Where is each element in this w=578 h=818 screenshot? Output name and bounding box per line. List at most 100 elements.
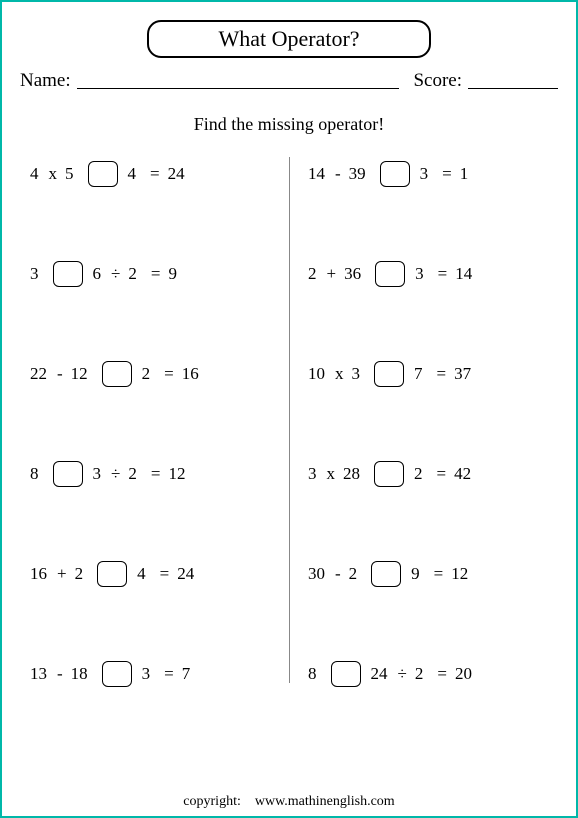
operator-box[interactable] bbox=[102, 661, 132, 687]
operator: - bbox=[335, 564, 341, 584]
number: 14 bbox=[455, 264, 472, 284]
number: 3 bbox=[30, 264, 39, 284]
number: 24 bbox=[177, 564, 194, 584]
number: 7 bbox=[182, 664, 191, 684]
equals-sign: = bbox=[164, 364, 174, 384]
number: 16 bbox=[182, 364, 199, 384]
number: 10 bbox=[308, 364, 325, 384]
operator: ÷ bbox=[111, 464, 120, 484]
operator-box[interactable] bbox=[88, 161, 118, 187]
number: 18 bbox=[71, 664, 88, 684]
operator-box[interactable] bbox=[102, 361, 132, 387]
number: 24 bbox=[168, 164, 185, 184]
number: 2 bbox=[75, 564, 84, 584]
problem-row: 4x54=24 bbox=[30, 161, 270, 187]
number: 14 bbox=[308, 164, 325, 184]
copyright-label: copyright: bbox=[183, 794, 241, 809]
number: 13 bbox=[30, 664, 47, 684]
operator: ÷ bbox=[398, 664, 407, 684]
problem-row: 3x282=42 bbox=[308, 461, 548, 487]
number: 3 bbox=[93, 464, 102, 484]
operator: - bbox=[57, 364, 63, 384]
operator-box[interactable] bbox=[374, 461, 404, 487]
number: 4 bbox=[137, 564, 146, 584]
operator: - bbox=[57, 664, 63, 684]
problem-row: 16+24=24 bbox=[30, 561, 270, 587]
number: 9 bbox=[411, 564, 420, 584]
operator-box[interactable] bbox=[374, 361, 404, 387]
worksheet-title: What Operator? bbox=[147, 20, 431, 58]
problem-row: 13-183=7 bbox=[30, 661, 270, 687]
problem-row: 30-29=12 bbox=[308, 561, 548, 587]
number: 2 bbox=[128, 464, 137, 484]
operator-box[interactable] bbox=[97, 561, 127, 587]
right-column: 14-393=12+363=1410x37=373x282=4230-29=12… bbox=[308, 153, 548, 687]
equals-sign: = bbox=[437, 664, 447, 684]
operator-box[interactable] bbox=[371, 561, 401, 587]
work-area: 4x54=2436÷2=922-122=1683÷2=1216+24=2413-… bbox=[20, 153, 558, 687]
operator-box[interactable] bbox=[331, 661, 361, 687]
number: 5 bbox=[65, 164, 74, 184]
operator: x bbox=[327, 464, 336, 484]
operator: x bbox=[49, 164, 58, 184]
equals-sign: = bbox=[442, 164, 452, 184]
number: 2 bbox=[414, 464, 423, 484]
equals-sign: = bbox=[164, 664, 174, 684]
left-column: 4x54=2436÷2=922-122=1683÷2=1216+24=2413-… bbox=[30, 153, 270, 687]
number: 1 bbox=[460, 164, 469, 184]
number: 2 bbox=[415, 664, 424, 684]
score-label: Score: bbox=[413, 70, 462, 92]
number: 37 bbox=[454, 364, 471, 384]
operator-box[interactable] bbox=[375, 261, 405, 287]
operator: - bbox=[335, 164, 341, 184]
operator: + bbox=[57, 564, 67, 584]
equals-sign: = bbox=[438, 264, 448, 284]
equals-sign: = bbox=[150, 164, 160, 184]
operator: + bbox=[327, 264, 337, 284]
problem-row: 2 +36 3 = 14 bbox=[308, 261, 548, 287]
number: 8 bbox=[30, 464, 39, 484]
number: 6 bbox=[93, 264, 102, 284]
number: 12 bbox=[71, 364, 88, 384]
operator-box[interactable] bbox=[53, 461, 83, 487]
equals-sign: = bbox=[151, 264, 161, 284]
name-input-line[interactable] bbox=[77, 88, 400, 89]
number: 42 bbox=[454, 464, 471, 484]
instruction-text: Find the missing operator! bbox=[20, 114, 558, 135]
problem-row: 22-12 2 = 16 bbox=[30, 361, 270, 387]
footer: copyright: www.mathinenglish.com bbox=[2, 794, 576, 810]
number: 22 bbox=[30, 364, 47, 384]
problem-row: 824÷2=20 bbox=[308, 661, 548, 687]
number: 8 bbox=[308, 664, 317, 684]
number: 16 bbox=[30, 564, 47, 584]
copyright-site: www.mathinenglish.com bbox=[255, 794, 395, 809]
column-divider bbox=[289, 157, 290, 683]
problem-row: 14-39 3 = 1 bbox=[308, 161, 548, 187]
operator-box[interactable] bbox=[53, 261, 83, 287]
number: 3 bbox=[420, 164, 429, 184]
number: 30 bbox=[308, 564, 325, 584]
operator-box[interactable] bbox=[380, 161, 410, 187]
name-score-row: Name: Score: bbox=[20, 70, 558, 92]
name-label: Name: bbox=[20, 70, 71, 92]
number: 2 bbox=[308, 264, 317, 284]
number: 3 bbox=[415, 264, 424, 284]
operator: x bbox=[335, 364, 344, 384]
number: 36 bbox=[344, 264, 361, 284]
number: 2 bbox=[128, 264, 137, 284]
equals-sign: = bbox=[437, 464, 447, 484]
problem-row: 10x37=37 bbox=[308, 361, 548, 387]
equals-sign: = bbox=[160, 564, 170, 584]
score-input-line[interactable] bbox=[468, 88, 558, 89]
number: 4 bbox=[128, 164, 137, 184]
number: 2 bbox=[349, 564, 358, 584]
number: 3 bbox=[308, 464, 317, 484]
number: 2 bbox=[142, 364, 151, 384]
number: 12 bbox=[168, 464, 185, 484]
problem-row: 36÷2=9 bbox=[30, 261, 270, 287]
worksheet-page: What Operator? Name: Score: Find the mis… bbox=[0, 0, 578, 818]
number: 24 bbox=[371, 664, 388, 684]
equals-sign: = bbox=[151, 464, 161, 484]
number: 3 bbox=[352, 364, 361, 384]
number: 39 bbox=[349, 164, 366, 184]
